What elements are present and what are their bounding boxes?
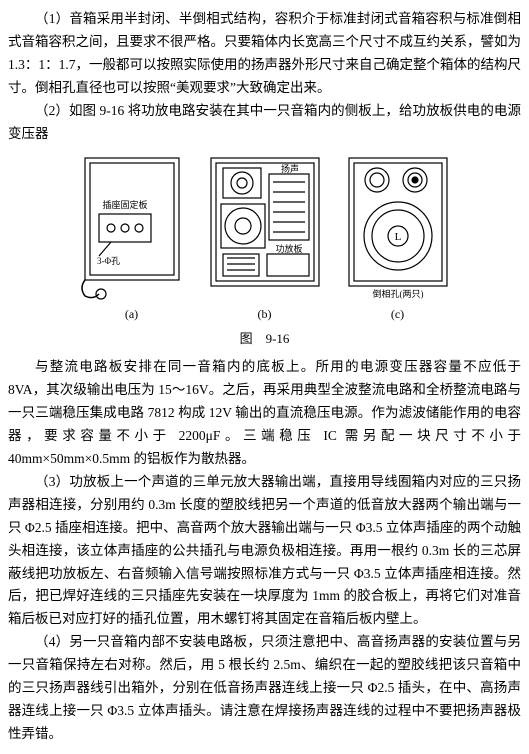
fig-c: L 倒相孔(两只) (c) [343,152,453,324]
fig-a-svg: 插座固定板 3-Φ孔 [77,152,187,302]
para-4: （3）功放板上一个声道的三单元放大器输出端，直接用导线囿箱内对应的三只扬声器相连… [8,471,521,632]
label-speaker: 扬声 [281,163,299,174]
para-5: （4）另一只音箱内部不安装电路板，只须注意把中、高音扬声器的安装位置与另一只音箱… [8,631,521,746]
label-amp-board: 功放板 [275,243,302,254]
sub-b: (b) [205,304,325,324]
label-socket-panel: 插座固定板 [102,199,147,210]
para-1: （1）音箱采用半封闭、半倒相式结构，容积介于标准封闭式音箱容积与标准倒相式音箱容… [8,8,521,100]
fig-a: 插座固定板 3-Φ孔 (a) [77,152,187,324]
para-3: 与整流电路板安排在同一音箱内的底板上。所用的电源变压器容量不应低于 8VA，其次… [8,356,521,471]
fig-c-svg: L 倒相孔(两只) [343,152,453,302]
sub-a: (a) [77,304,187,324]
label-three-phi: 3-Φ孔 [97,256,120,266]
sub-c: (c) [343,304,453,324]
fig-b-svg: 扬声 功放板 [205,152,325,302]
label-L: L [394,231,401,243]
figure-caption: 图 9-16 [8,328,521,350]
fig-b: 扬声 功放板 (b) [205,152,325,324]
figure-9-16: 插座固定板 3-Φ孔 (a) 扬声 功放板 (b) L 倒相孔(两只) (c) [8,152,521,324]
para-2: （2）如图 9-16 将功放电路安装在其中一只音箱内的侧板上，给功放板供电的电源… [8,100,521,146]
label-port-holes: 倒相孔(两只) [372,288,423,299]
